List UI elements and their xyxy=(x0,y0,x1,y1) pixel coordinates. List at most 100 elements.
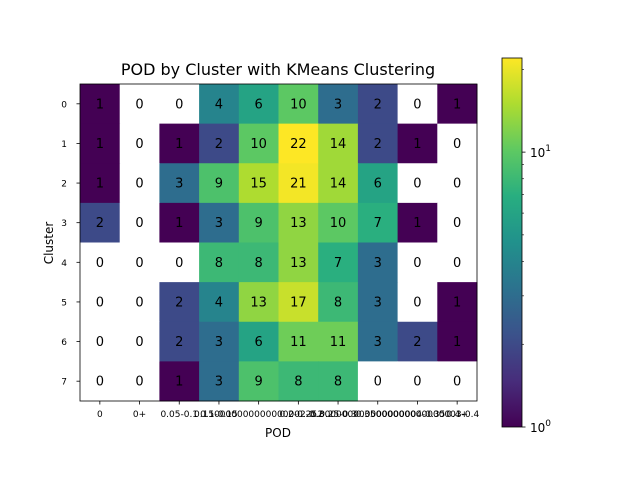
heatmap-cell xyxy=(80,84,121,125)
y-tick-label: 0 xyxy=(61,100,67,110)
colorbar xyxy=(501,57,523,428)
cell-value-label: 1 xyxy=(413,216,421,231)
cell-value-label: 2 xyxy=(413,335,421,350)
plot-frame xyxy=(79,83,478,402)
cell-value-label: 2 xyxy=(215,137,223,152)
heatmap-cell xyxy=(278,242,319,283)
chart-title: POD by Cluster with KMeans Clustering xyxy=(121,60,435,79)
heatmap-cell xyxy=(80,282,121,323)
heatmap-cell xyxy=(199,84,240,125)
heatmap-cell xyxy=(159,202,200,243)
cell-value-label: 11 xyxy=(290,335,307,350)
heatmap-cell xyxy=(119,361,160,402)
x-axis-label: POD xyxy=(265,426,291,440)
cell-value-label: 1 xyxy=(96,177,104,192)
heatmap-cell xyxy=(397,123,438,164)
cell-value-label: 0 xyxy=(453,137,461,152)
cell-value-label: 3 xyxy=(374,295,382,310)
heatmap-cell xyxy=(437,242,478,283)
heatmap-cell xyxy=(397,202,438,243)
heatmap-cell xyxy=(278,202,319,243)
cell-value-label: 0 xyxy=(374,375,382,390)
cell-value-label: 3 xyxy=(334,97,342,112)
cell-value-label: 0 xyxy=(453,256,461,271)
heatmap-cell xyxy=(159,242,200,283)
heatmap-cell xyxy=(318,202,359,243)
x-tick-label: 0.35000000000000003-0.4 xyxy=(356,410,480,420)
heatmap-cell xyxy=(397,282,438,323)
cell-value-label: 0 xyxy=(96,295,104,310)
cell-value-label: 1 xyxy=(175,375,183,390)
heatmap-cell xyxy=(238,242,279,283)
cell-value-label: 1 xyxy=(453,97,461,112)
x-tick-label: 0.05-0.1 xyxy=(160,410,198,420)
y-tick-label: 3 xyxy=(61,219,67,229)
cell-value-label: 1 xyxy=(96,137,104,152)
cell-value-label: 10 xyxy=(290,97,307,112)
heatmap-cell xyxy=(199,202,240,243)
heatmap-cell xyxy=(199,163,240,204)
heatmap-cell xyxy=(318,84,359,125)
cell-value-label: 3 xyxy=(215,375,223,390)
heatmap-cell xyxy=(437,163,478,204)
y-axis-label: Cluster xyxy=(42,222,56,265)
heatmap-cell xyxy=(437,282,478,323)
cell-value-label: 14 xyxy=(330,137,347,152)
y-axis-ticks: 0 1 2 3 4 5 6 7 xyxy=(61,100,80,388)
cell-value-label: 2 xyxy=(175,295,183,310)
heatmap-cell xyxy=(397,163,438,204)
heatmap-cell xyxy=(119,321,160,362)
heatmap-cell xyxy=(119,202,160,243)
colorbar-tick-label: 101 xyxy=(530,144,551,160)
heatmap-cell xyxy=(437,321,478,362)
heatmap-cell xyxy=(238,163,279,204)
x-tick-label: 0.4+ xyxy=(446,410,468,420)
cell-value-label: 6 xyxy=(255,97,263,112)
y-tick-label: 5 xyxy=(61,298,67,308)
cell-value-label: 13 xyxy=(250,295,267,310)
heatmap-cell xyxy=(80,321,121,362)
cell-value-label: 17 xyxy=(290,295,307,310)
heatmap-cell xyxy=(238,202,279,243)
heatmap-cell xyxy=(238,123,279,164)
cell-value-label: 0 xyxy=(135,256,143,271)
cell-value-label: 0 xyxy=(413,177,421,192)
cell-value-label: 0 xyxy=(453,177,461,192)
colorbar-ticks: 100 101 xyxy=(522,69,551,435)
cell-value-label: 3 xyxy=(374,335,382,350)
heatmap-cell xyxy=(357,321,399,362)
heatmap-cell xyxy=(278,163,319,204)
heatmap-cell xyxy=(159,123,200,164)
heatmap-cell xyxy=(80,202,121,243)
cell-value-label: 0 xyxy=(96,256,104,271)
y-tick-label: 4 xyxy=(61,259,67,269)
cell-value-label: 0 xyxy=(135,216,143,231)
x-axis-ticks: 0 0+ 0.05-0.1 0.1-0.150.150000000000000002-… xyxy=(97,401,479,420)
cell-value-label: 3 xyxy=(215,335,223,350)
cell-value-label: 4 xyxy=(215,295,223,310)
x-tick-label: 0.150000000000000002-0.2 xyxy=(194,410,323,420)
cell-value-label: 8 xyxy=(215,256,223,271)
x-tick-label: 0 xyxy=(97,410,103,420)
heatmap-cell xyxy=(357,163,399,204)
cell-value-label: 0 xyxy=(453,216,461,231)
heatmap-cell-labels: 1 0 0 4 6 10 3 2 0 11 0 1 2 10 22 14 2 1 01 0 3 9 15 21 14 6 0 02 0 1… xyxy=(96,97,462,389)
cell-value-label: 2 xyxy=(96,216,104,231)
heatmap-cell xyxy=(199,361,240,402)
cell-value-label: 2 xyxy=(175,335,183,350)
x-tick-label: 0.25-0.3 xyxy=(319,410,357,420)
cell-value-label: 0 xyxy=(96,375,104,390)
heatmap-cell xyxy=(357,202,399,243)
y-tick-label: 2 xyxy=(61,180,67,190)
cell-value-label: 0 xyxy=(135,137,143,152)
heatmap-cell xyxy=(357,123,399,164)
cell-value-label: 10 xyxy=(330,216,347,231)
heatmap-cell xyxy=(80,123,121,164)
cell-value-label: 14 xyxy=(330,177,347,192)
cell-value-label: 6 xyxy=(255,335,263,350)
colorbar-tick-label: 100 xyxy=(530,419,551,435)
heatmap-cell xyxy=(318,242,359,283)
heatmap-cell xyxy=(238,321,279,362)
heatmap-cell xyxy=(357,84,399,125)
